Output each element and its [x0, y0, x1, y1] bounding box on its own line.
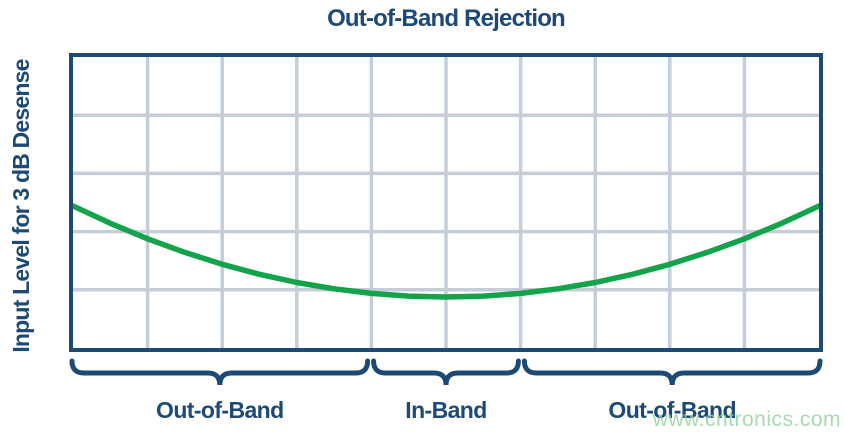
grid-and-curve-canvas: [73, 57, 819, 348]
chart-title: Out-of-Band Rejection: [327, 5, 566, 32]
watermark: www.cntronics.com: [652, 408, 841, 431]
y-axis-label: Input Level for 3 dB Desense: [8, 59, 34, 353]
band-label-out-of-band-right: Out-of-Band: [608, 397, 736, 423]
plot-area: [69, 53, 823, 352]
band-label-out-of-band-left: Out-of-Band: [156, 397, 284, 423]
band-label-in-band: In-Band: [405, 397, 487, 423]
band-braces: [69, 358, 823, 386]
